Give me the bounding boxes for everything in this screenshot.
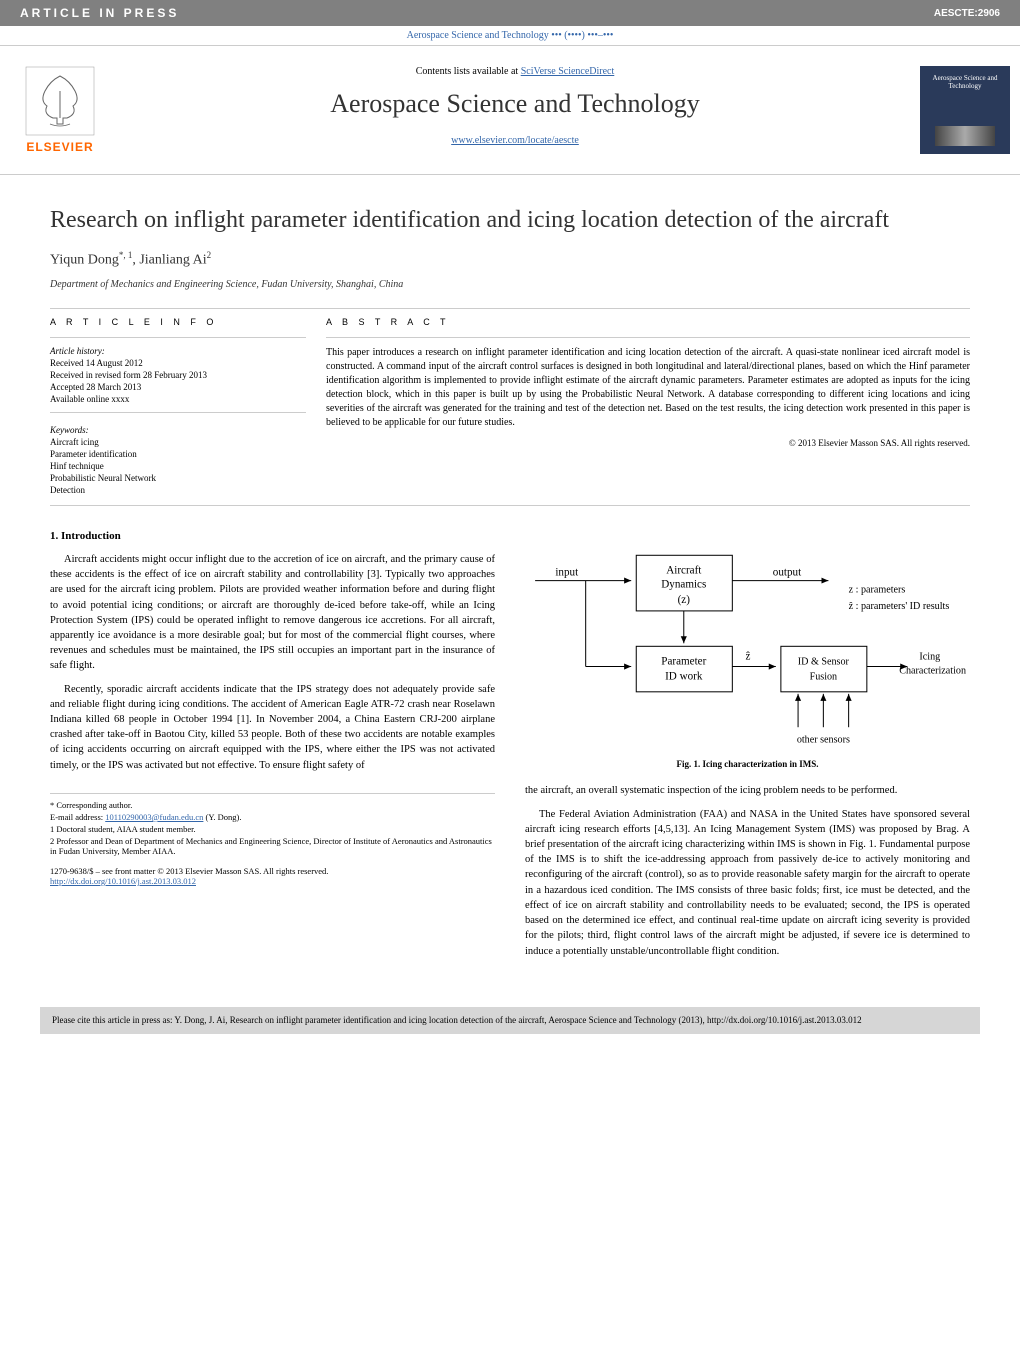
svg-text:ID & Sensor: ID & Sensor: [798, 656, 850, 667]
banner-text: ARTICLE IN PRESS: [20, 6, 179, 20]
keywords-label: Keywords:: [50, 425, 306, 435]
email-link[interactable]: 10110290003@fudan.edu.cn: [105, 812, 203, 822]
author-1: Yiqun Dong: [50, 253, 119, 268]
online-date: Available online xxxx: [50, 394, 306, 404]
copyright-line: © 2013 Elsevier Masson SAS. All rights r…: [326, 438, 970, 448]
issn-line: 1270-9638/$ – see front matter © 2013 El…: [50, 866, 495, 876]
divider: [326, 337, 970, 338]
abstract-column: A B S T R A C T This paper introduces a …: [326, 317, 970, 497]
journal-url[interactable]: www.elsevier.com/locate/aescte: [130, 135, 900, 146]
elsevier-label: ELSEVIER: [26, 140, 93, 154]
history-label: Article history:: [50, 346, 306, 356]
svg-text:Fusion: Fusion: [810, 672, 838, 683]
divider: [50, 337, 306, 338]
svg-text:output: output: [773, 566, 802, 578]
fig-label-input: input: [555, 566, 579, 578]
keywords-block: Keywords: Aircraft icing Parameter ident…: [50, 425, 306, 495]
figure-1-diagram: input Aircraft Dynamics (z) output z : p…: [525, 530, 970, 753]
elsevier-logo: ELSEVIER: [0, 56, 120, 164]
two-column-body: 1. Introduction Aircraft accidents might…: [50, 530, 970, 967]
right-column: input Aircraft Dynamics (z) output z : p…: [525, 530, 970, 967]
svg-text:Characterization: Characterization: [899, 665, 966, 676]
svg-text:z : parameters: z : parameters: [849, 585, 906, 596]
journal-reference-line: Aerospace Science and Technology ••• (••…: [0, 26, 1020, 46]
svg-text:Aircraft: Aircraft: [666, 564, 702, 576]
body-paragraph: the aircraft, an overall systematic insp…: [525, 783, 970, 798]
contents-lists-line: Contents lists available at SciVerse Sci…: [130, 66, 900, 77]
svg-text:ẑ: ẑ: [745, 650, 750, 662]
svg-text:other sensors: other sensors: [797, 734, 850, 745]
article-info-column: A R T I C L E I N F O Article history: R…: [50, 317, 326, 497]
svg-text:Icing: Icing: [919, 651, 940, 662]
article-in-press-banner: ARTICLE IN PRESS AESCTE:2906: [0, 0, 1020, 26]
affiliation: Department of Mechanics and Engineering …: [50, 279, 970, 290]
journal-cover-thumbnail: Aerospace Science and Technology: [920, 66, 1010, 154]
left-column: 1. Introduction Aircraft accidents might…: [50, 530, 495, 967]
info-heading: A R T I C L E I N F O: [50, 317, 306, 327]
accepted-date: Accepted 28 March 2013: [50, 382, 306, 392]
received-date: Received 14 August 2012: [50, 358, 306, 368]
svg-text:(z): (z): [678, 594, 691, 606]
svg-text:ẑ : parameters' ID results: ẑ : parameters' ID results: [849, 601, 950, 612]
body-paragraph: Recently, sporadic aircraft accidents in…: [50, 682, 495, 773]
issn-doi-block: 1270-9638/$ – see front matter © 2013 El…: [50, 866, 495, 886]
corresponding-author-note: * Corresponding author.: [50, 800, 495, 810]
figure-1: input Aircraft Dynamics (z) output z : p…: [525, 530, 970, 770]
keyword: Parameter identification: [50, 449, 306, 459]
body-paragraph: The Federal Aviation Administration (FAA…: [525, 807, 970, 959]
keyword: Detection: [50, 485, 306, 495]
sciencedirect-link[interactable]: SciVerse ScienceDirect: [521, 66, 615, 77]
divider: [50, 308, 970, 309]
keyword: Aircraft icing: [50, 437, 306, 447]
journal-header-center: Contents lists available at SciVerse Sci…: [120, 56, 910, 164]
footnotes-block: * Corresponding author. E-mail address: …: [50, 793, 495, 856]
svg-text:Dynamics: Dynamics: [661, 578, 706, 590]
author-2: Jianliang Ai: [139, 253, 206, 268]
journal-header: ELSEVIER Contents lists available at Sci…: [0, 46, 1020, 175]
revised-date: Received in revised form 28 February 201…: [50, 370, 306, 380]
keyword: Probabilistic Neural Network: [50, 473, 306, 483]
article-title: Research on inflight parameter identific…: [50, 205, 970, 236]
figure-1-caption: Fig. 1. Icing characterization in IMS.: [525, 759, 970, 769]
info-abstract-row: A R T I C L E I N F O Article history: R…: [50, 317, 970, 497]
svg-text:Parameter: Parameter: [661, 655, 706, 667]
keyword: Hinf technique: [50, 461, 306, 471]
doi-link[interactable]: http://dx.doi.org/10.1016/j.ast.2013.03.…: [50, 876, 196, 886]
divider: [50, 505, 970, 506]
elsevier-tree-icon: [25, 66, 95, 136]
footnote-2: 2 Professor and Dean of Department of Me…: [50, 836, 495, 856]
footnote-1: 1 Doctoral student, AIAA student member.: [50, 824, 495, 834]
body-paragraph: Aircraft accidents might occur inflight …: [50, 552, 495, 674]
abstract-text: This paper introduces a research on infl…: [326, 346, 970, 430]
svg-text:ID work: ID work: [665, 671, 703, 683]
article-body: Research on inflight parameter identific…: [0, 175, 1020, 987]
journal-name: Aerospace Science and Technology: [130, 89, 900, 119]
email-line: E-mail address: 10110290003@fudan.edu.cn…: [50, 812, 495, 822]
banner-code: AESCTE:2906: [934, 8, 1000, 19]
citation-box: Please cite this article in press as: Y.…: [40, 1007, 980, 1035]
abstract-heading: A B S T R A C T: [326, 317, 970, 327]
section-title: 1. Introduction: [50, 530, 495, 542]
divider: [50, 412, 306, 413]
author-list: Yiqun Dong*, 1, Jianliang Ai2: [50, 250, 970, 269]
